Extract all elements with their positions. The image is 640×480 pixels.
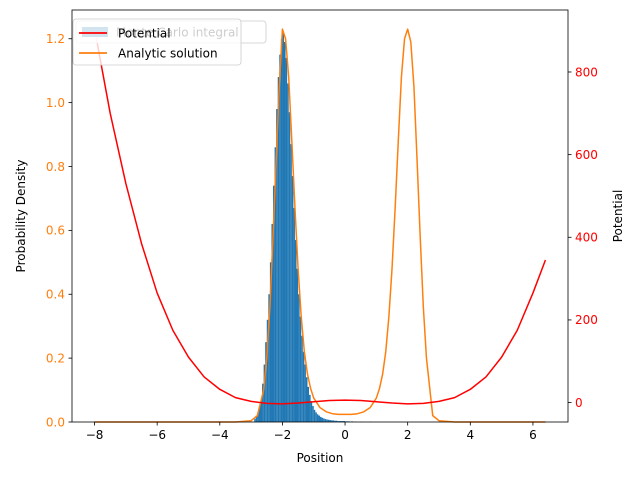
histogram-bar-27 [296,268,299,422]
histogram-bar-6 [263,364,266,422]
histogram-bar-39 [315,412,317,422]
histogram-bar-18 [282,32,284,423]
plot-frame [71,9,569,423]
histogram-bar-22 [288,112,291,422]
histogram-bar-24 [291,176,294,422]
histogram-bar-43 [321,417,324,422]
histogram-bar-15 [277,77,280,422]
histogram-bar-42 [320,416,322,422]
histogram-bar-52 [335,420,338,422]
histogram-bar-16 [279,54,281,423]
x-tick-label-0: −8 [86,428,104,442]
x-axis-title: Position [297,451,344,465]
y2-tick-label-2: 400 [575,231,598,245]
x-tick-label-6: 4 [466,428,474,442]
histogram-bar-26 [294,239,297,422]
x-tick-label-7: 6 [529,428,537,442]
x-tick-label-2: −4 [211,428,229,442]
x-tick-label-4: 0 [341,428,349,442]
histogram-bar-33 [305,377,308,422]
histogram-bar-28 [298,294,300,422]
histogram-bar-30 [301,335,303,422]
histogram-bar-29 [299,316,302,422]
histogram-bar-45 [324,419,327,422]
histogram-bar-34 [307,386,310,422]
histogram-bar-7 [265,342,267,422]
histogram-bar-3 [258,406,261,422]
histogram-bar-31 [302,351,305,422]
y2-axis-title: Potential [611,190,625,243]
legend-label-analytic: Analytic solution [118,47,218,61]
histogram-bar-48 [329,420,331,422]
x-tick-label-3: −2 [274,428,292,442]
histogram-bar-40 [316,414,319,422]
y-tick-label-0: 0.0 [46,415,65,429]
histogram-bar-21 [287,83,289,423]
histogram-bar-57 [343,421,346,422]
histogram-bar-41 [318,415,320,422]
histogram-bar-25 [293,208,295,422]
histogram-bar-56 [341,421,344,422]
potential-line [93,28,547,405]
histogram-bar-36 [310,401,313,422]
histogram-bar-35 [309,394,311,422]
histogram-bar-20 [285,57,288,422]
histogram-bar-17 [280,38,283,423]
series-lines [93,28,547,423]
histogram-bar-2 [257,412,259,422]
y-tick-label-2: 0.4 [46,288,65,302]
histogram-bar-47 [327,419,330,422]
histogram-bar-44 [323,418,325,422]
histogram-bar-0 [254,418,256,422]
x-tick-label-5: 2 [404,428,412,442]
histogram-bar-50 [332,420,335,422]
axes: −8 −6 −4 −2 0 2 4 6 0.0 0.2 0.4 0.6 0.8 1.0 1.2 0 200 400… [14,9,625,465]
legend-box-primary [72,18,242,66]
histogram-bar-1 [255,415,258,422]
legend: Monte Carlo integralPotentialAnalytic so… [72,18,267,66]
x-tick-label-1: −6 [148,428,166,442]
y2-tick-label-4: 800 [575,65,598,79]
histogram-bar-13 [274,147,277,422]
histogram-bar-8 [266,319,269,422]
histogram-bar-23 [290,144,292,422]
histogram-bar-51 [334,420,336,422]
y-axis-title: Probability Density [14,160,28,273]
y-tick-label-3: 0.6 [46,224,65,238]
analytic-solution-line [94,28,546,423]
y-tick-label-1: 0.2 [46,351,65,365]
y2-tick-label-0: 0 [575,396,583,410]
histogram-bar-37 [312,406,314,422]
histogram-bar-14 [276,109,278,422]
histogram-bar-49 [330,420,333,422]
y-tick-label-6: 1.2 [46,32,65,46]
histogram-bar-12 [273,185,275,422]
legend-label-potential: Potential [118,27,171,41]
histogram-bar-9 [268,294,270,422]
histogram-bar-46 [326,419,328,422]
y2-tick-label-3: 600 [575,148,598,162]
histogram-bar-4 [260,399,263,422]
histogram-bar-10 [269,262,272,422]
histogram-bar-11 [271,223,274,422]
y-tick-label-5: 1.0 [46,96,65,110]
histogram-bar-19 [283,41,286,422]
y2-tick-label-1: 200 [575,313,598,327]
histogram-bar-38 [313,409,316,422]
histogram-bar-54 [338,421,341,422]
histogram-bar-55 [340,421,342,422]
y-tick-label-4: 0.8 [46,160,65,174]
histogram-bar-32 [304,364,306,422]
histogram-bar-53 [337,421,339,422]
histogram-bars [254,32,372,423]
